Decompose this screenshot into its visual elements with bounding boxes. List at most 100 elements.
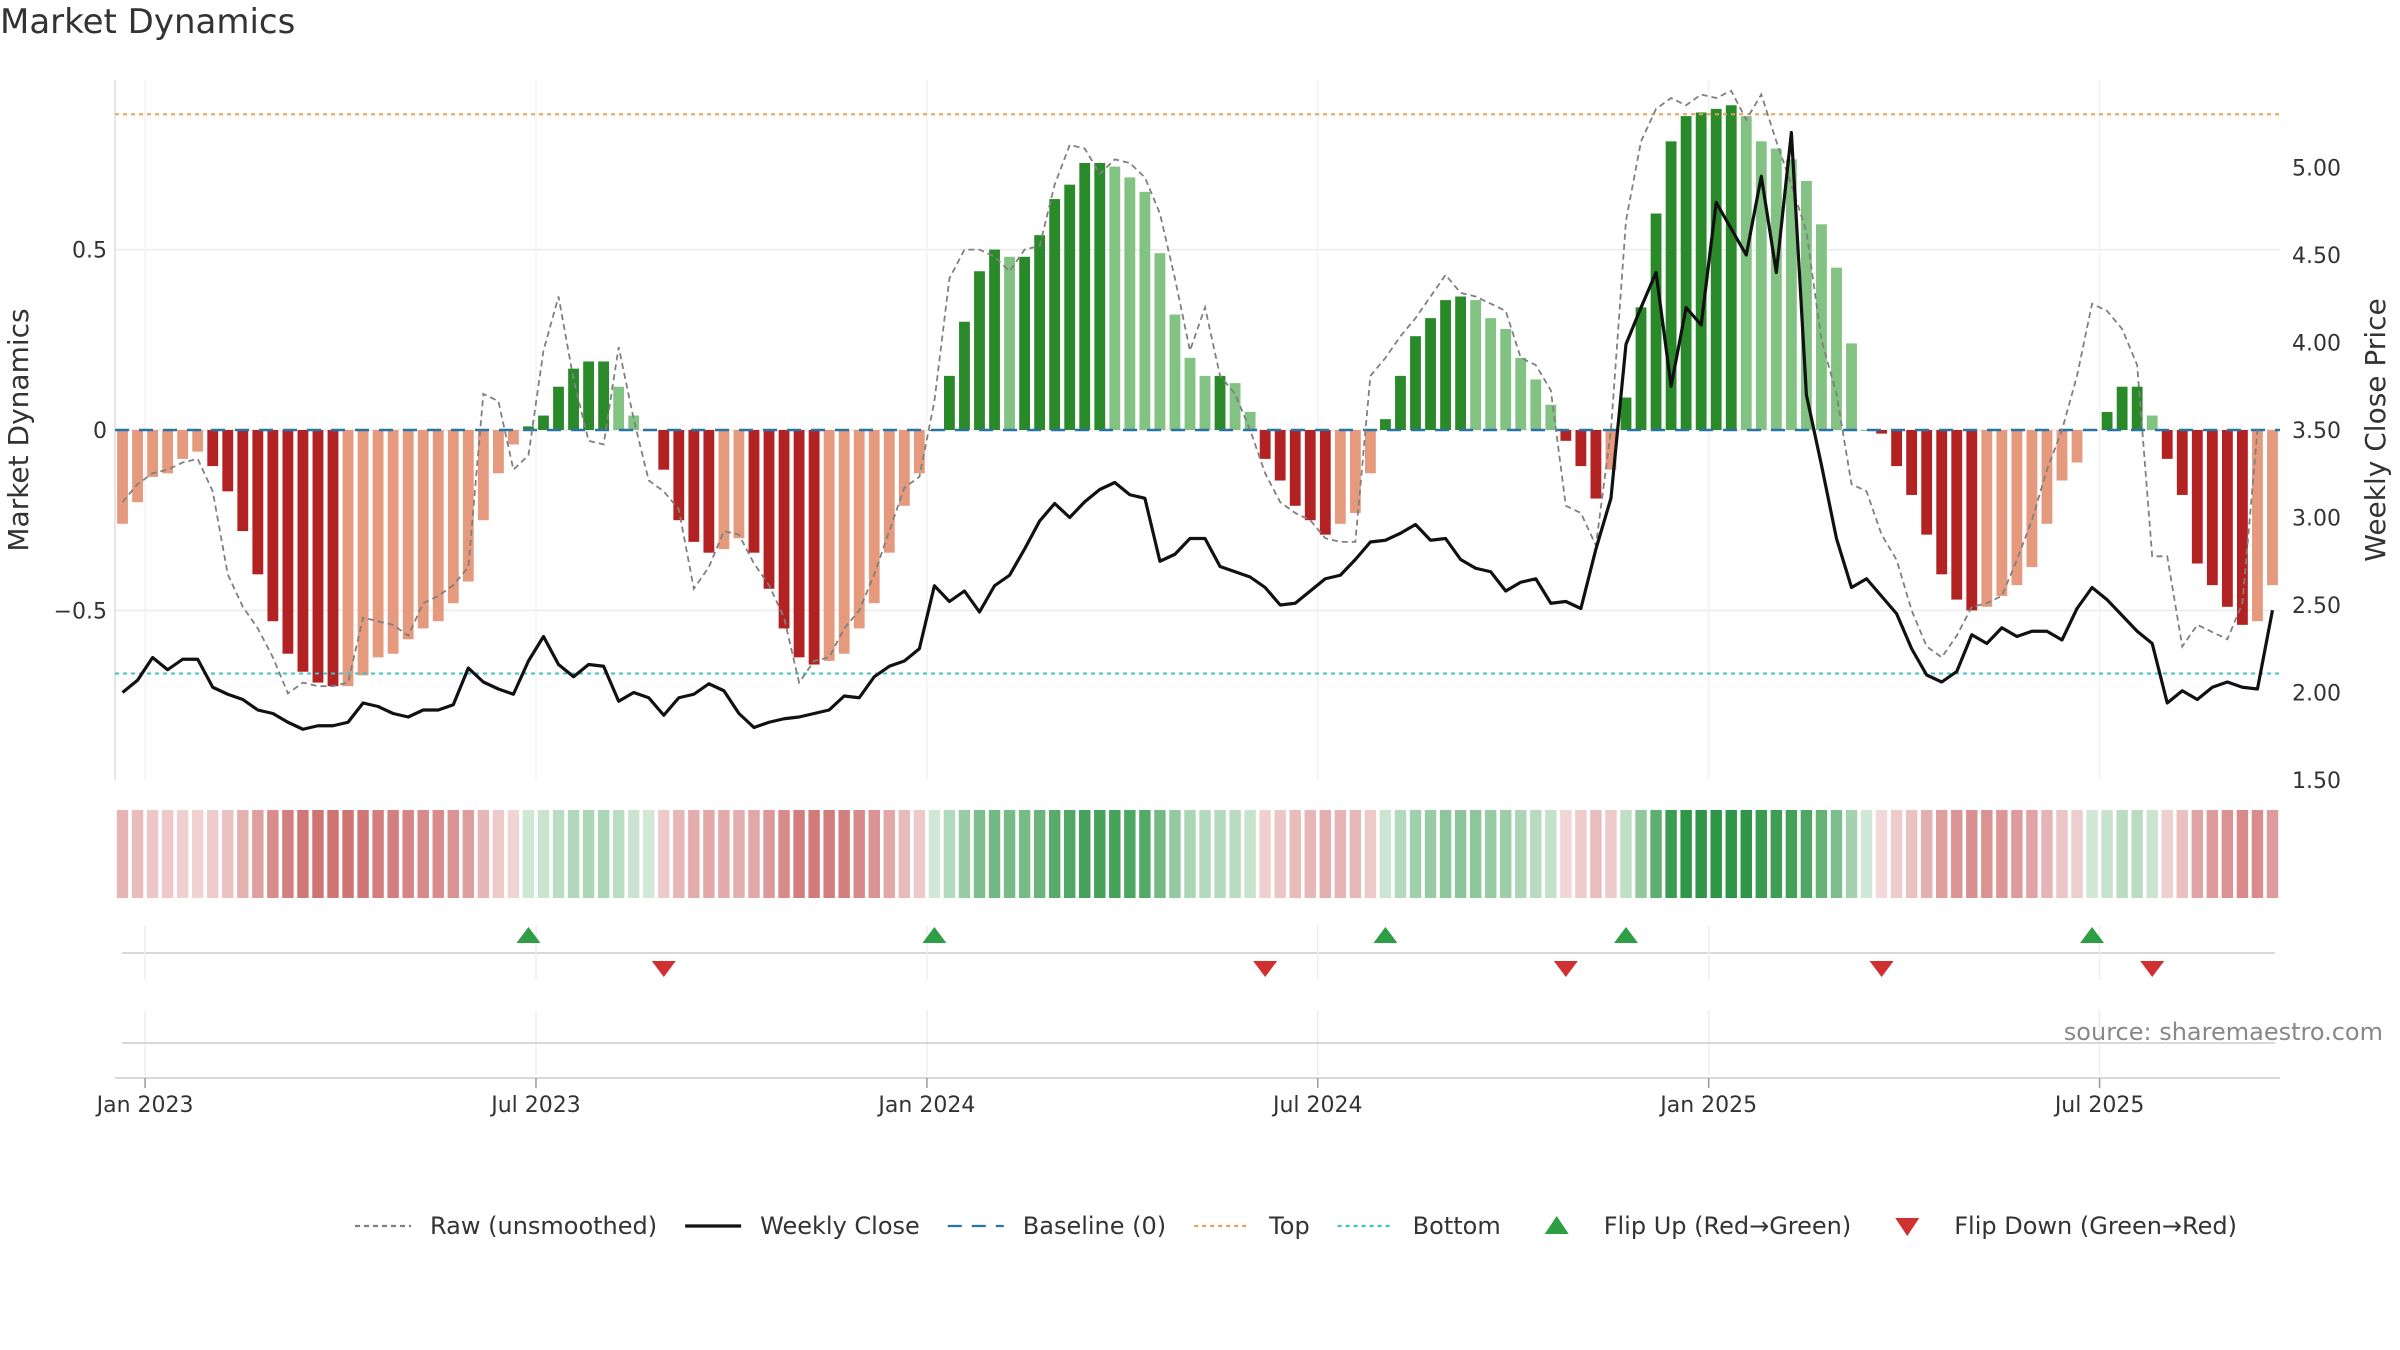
- heat-strip-cell: [2116, 810, 2128, 898]
- heat-strip-cell: [1920, 810, 1933, 898]
- dynamics-bar: [2176, 430, 2188, 495]
- dynamics-bar: [1184, 357, 1196, 430]
- dynamics-bar: [492, 430, 504, 474]
- dynamics-bar: [1410, 336, 1421, 430]
- heat-strip-cell: [1515, 810, 1527, 898]
- heat-strip-cell: [1304, 810, 1316, 898]
- flip-up-marker: [1373, 927, 1398, 943]
- heat-strip-cell: [1951, 810, 1963, 898]
- flip-up-marker: [1613, 927, 1638, 943]
- dynamics-bar: [1605, 430, 1617, 470]
- heat-strip-cell: [1530, 810, 1542, 898]
- y-right-tick-label: 2.50: [2292, 594, 2341, 619]
- heat-strip-cell: [1680, 810, 1692, 898]
- dynamics-bar: [1289, 430, 1301, 506]
- dynamics-bar: [417, 430, 429, 629]
- dynamics-bar: [327, 430, 339, 687]
- dynamics-bar: [192, 430, 204, 452]
- dynamics-bar: [1816, 224, 1827, 430]
- heat-strip-cell: [1349, 810, 1362, 898]
- heat-strip-cell: [1199, 810, 1211, 898]
- dynamics-bar: [2101, 411, 2113, 430]
- dynamics-bar: [613, 386, 625, 430]
- dynamics-bar: [1530, 379, 1542, 430]
- heat-strip-cell: [507, 810, 520, 898]
- dynamics-bar: [2267, 430, 2278, 586]
- dynamics-bar: [718, 430, 730, 550]
- dynamics-bar: [177, 430, 189, 459]
- dynamics-bar: [1154, 253, 1166, 430]
- heat-strip-cell: [1274, 810, 1286, 898]
- y-right-tick-label: 3.00: [2292, 507, 2341, 532]
- heat-strip-cell: [131, 810, 144, 898]
- heat-strip-cell: [1079, 810, 1091, 898]
- dynamics-bar: [1740, 116, 1752, 431]
- dynamics-bar: [477, 430, 489, 521]
- dynamics-bar: [1485, 318, 1497, 430]
- dynamics-bar: [387, 430, 399, 654]
- heat-strip-cell: [567, 810, 580, 898]
- heat-strip-cell: [1605, 810, 1617, 898]
- dynamics-bar: [2206, 430, 2218, 586]
- dynamics-bar: [1034, 235, 1046, 430]
- dynamics-bar: [1936, 430, 1948, 575]
- heat-strip-cell: [1575, 810, 1587, 898]
- dynamics-bar: [1981, 430, 1993, 607]
- dynamics-bar: [1861, 430, 1872, 431]
- legend-label: Bottom: [1413, 1212, 1501, 1240]
- heat-strip-cell: [417, 810, 429, 898]
- heat-strip-cell: [1620, 810, 1632, 898]
- heat-strip-cell: [2221, 810, 2234, 898]
- dynamics-bar: [1846, 343, 1857, 430]
- heat-strip-cell: [447, 810, 459, 898]
- dynamics-bar: [2131, 386, 2143, 430]
- heat-strip-cell: [2236, 810, 2249, 898]
- chart-title: Market Dynamics: [0, 2, 296, 42]
- flip-down-marker: [1869, 961, 1894, 977]
- dynamics-bar: [808, 430, 820, 665]
- dynamics-bar: [508, 430, 519, 445]
- dynamics-bar: [598, 361, 610, 430]
- dynamics-bar: [1650, 213, 1662, 430]
- dynamics-bar: [553, 386, 564, 430]
- heat-strip-cell: [883, 810, 896, 898]
- legend-swatch: [1895, 1218, 1920, 1236]
- heat-strip-cell: [1139, 810, 1151, 898]
- heat-strip-cell: [1454, 810, 1467, 898]
- heat-strip-cell: [703, 810, 715, 898]
- heat-strip-cell: [1124, 810, 1136, 898]
- heat-strip-cell: [1830, 810, 1843, 898]
- heat-strip-cell: [1154, 810, 1166, 898]
- heat-strip-cell: [658, 810, 670, 898]
- dynamics-bar: [1244, 411, 1256, 430]
- dynamics-bar: [462, 430, 474, 582]
- legend-label: Weekly Close: [760, 1212, 920, 1240]
- dynamics-bar: [1319, 430, 1331, 535]
- heat-strip-cell: [1905, 810, 1918, 898]
- heat-strip-cell: [1364, 810, 1377, 898]
- legend-label: Flip Up (Red→Green): [1604, 1212, 1852, 1240]
- dynamics-bar: [2146, 415, 2158, 430]
- dynamics-bar: [1876, 430, 1887, 434]
- heat-strip-cell: [1424, 810, 1437, 898]
- dynamics-bar: [1455, 296, 1467, 430]
- dynamics-bar: [132, 430, 143, 503]
- heat-strip-cell: [1890, 810, 1903, 898]
- heat-strip-cell: [1560, 810, 1572, 898]
- heat-strip-cell: [823, 810, 835, 898]
- dynamics-bar: [357, 430, 369, 676]
- flip-down-marker: [1253, 961, 1278, 977]
- dynamics-bar: [1064, 184, 1076, 430]
- legend-label: Raw (unsmoothed): [430, 1212, 657, 1240]
- dynamics-bar: [1019, 256, 1031, 430]
- heat-strip-cell: [191, 810, 204, 898]
- dynamics-bar: [1380, 419, 1391, 430]
- y-left-tick-label: 0.5: [72, 239, 107, 264]
- dynamics-bar: [1124, 177, 1136, 430]
- dynamics-bar: [1334, 430, 1346, 524]
- heat-strip-cell: [537, 810, 550, 898]
- dynamics-bar: [568, 368, 579, 430]
- heat-strip-cell: [1996, 810, 2008, 898]
- heat-strip-cell: [1169, 810, 1181, 898]
